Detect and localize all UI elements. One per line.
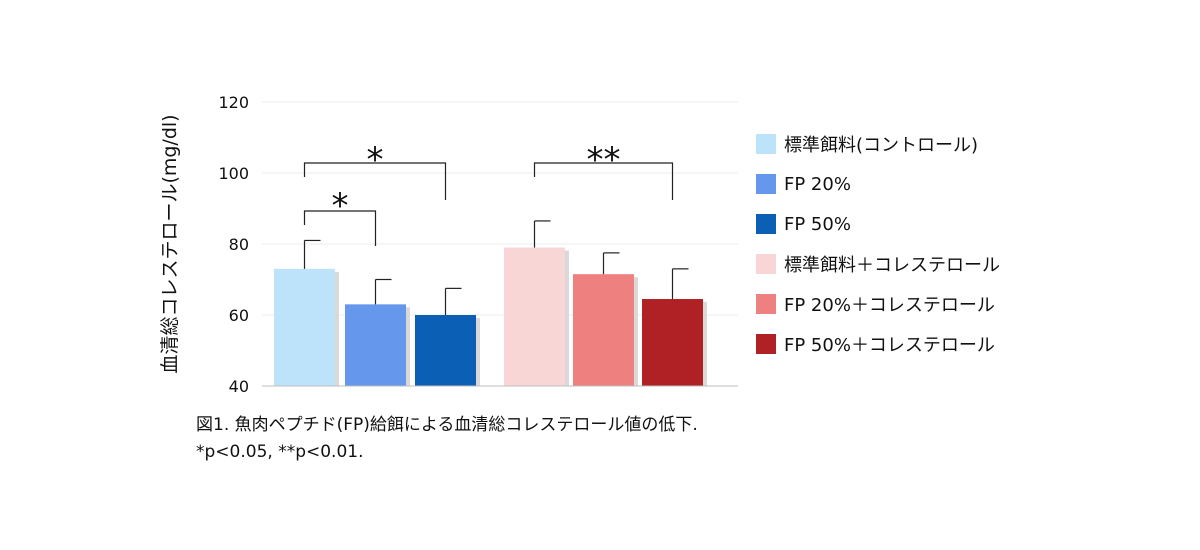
y-tick-label: 40 [229, 377, 249, 396]
y-tick-label: 100 [218, 164, 249, 183]
y-tick-label: 120 [218, 93, 249, 112]
legend-swatch [756, 294, 776, 314]
legend-item: FP 20%＋コレステロール [756, 284, 1000, 324]
significance-bracket [303, 162, 447, 200]
legend-label: 標準餌料＋コレステロール [784, 255, 1000, 276]
legend-label: FP 20%＋コレステロール [784, 295, 995, 316]
legend-swatch [756, 174, 776, 194]
caption-line-2: *p<0.05, **p<0.01. [196, 442, 364, 462]
error-bars [303, 220, 689, 315]
legend: 標準餌料(コントロール) FP 20% FP 50% 標準餌料＋コレステロール FP 2… [756, 124, 1000, 364]
bars [274, 247, 703, 386]
legend-item: FP 20% [756, 164, 1000, 204]
bar [274, 268, 335, 386]
legend-item: 標準餌料＋コレステロール [756, 244, 1000, 284]
legend-label: 標準餌料(コントロール) [784, 135, 979, 156]
legend-swatch [756, 214, 776, 234]
significance-bracket [303, 210, 377, 246]
legend-label: FP 20% [784, 173, 851, 195]
bar [642, 299, 703, 386]
y-axis-ticks: 40 60 80 100 120 [218, 93, 249, 396]
bar [504, 247, 565, 386]
legend-item: FP 50%＋コレステロール [756, 324, 1000, 364]
legend-item: FP 50% [756, 204, 1000, 244]
legend-label: FP 50% [784, 213, 851, 235]
significance-label: * [332, 186, 349, 226]
figure-caption: 図1. 魚肉ペプチド(FP)給餌による血清総コレステロール値の低下. *p<0.… [196, 412, 698, 466]
legend-swatch [756, 134, 776, 154]
caption-line-1: 図1. 魚肉ペプチド(FP)給餌による血清総コレステロール値の低下. [196, 415, 698, 435]
legend-item: 標準餌料(コントロール) [756, 124, 1000, 164]
significance-bracket [533, 162, 674, 200]
legend-swatch [756, 334, 776, 354]
legend-swatch [756, 254, 776, 274]
bar [573, 274, 634, 386]
y-tick-label: 80 [229, 235, 249, 254]
significance-label: ** [587, 140, 621, 180]
legend-label: FP 50%＋コレステロール [784, 335, 995, 356]
bar [345, 304, 406, 386]
significance-label: * [367, 140, 384, 180]
y-axis-label: 血清総コレステロール(mg/dl) [159, 114, 181, 373]
y-tick-label: 60 [229, 306, 249, 325]
significance-brackets: ** ** [303, 140, 674, 246]
bar [415, 315, 476, 386]
